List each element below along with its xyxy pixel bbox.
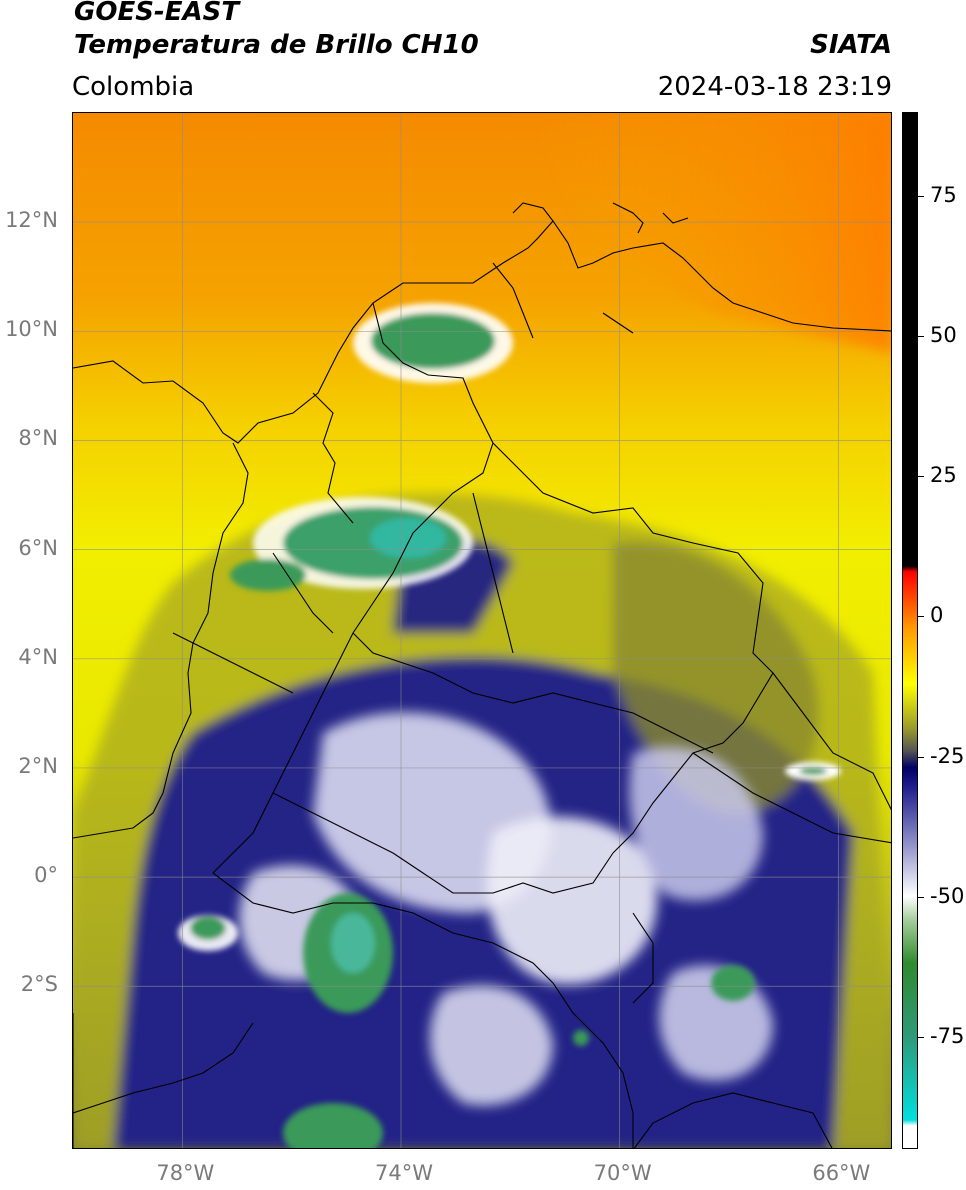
lat-tick-label: 2°N: [18, 753, 58, 778]
lat-tick-label: 8°N: [18, 426, 58, 451]
colorbar-tick-mark: [918, 896, 924, 898]
colorbar-tick-label: -75: [930, 1023, 965, 1048]
lat-tick-label: 12°N: [5, 208, 58, 233]
colorbar-tick-label: 50: [930, 323, 957, 348]
colorbar-tick-mark: [918, 616, 924, 618]
colorbar-tick-mark: [918, 196, 924, 198]
lon-tick-label: 74°W: [375, 1161, 433, 1185]
region-label: Colombia: [72, 72, 195, 102]
lat-tick-label: 0°: [34, 863, 58, 888]
colorbar-tick-mark: [918, 756, 924, 758]
satellite-title: GOES-EAST: [74, 0, 240, 27]
lat-tick-label: 6°N: [18, 535, 58, 560]
lon-tick-label: 66°W: [812, 1161, 871, 1185]
lon-tick-label: 70°W: [593, 1161, 652, 1185]
colorbar-tick-mark: [918, 336, 924, 338]
org-label: SIATA: [810, 30, 892, 60]
satellite-map[interactable]: [72, 112, 892, 1149]
lat-lon-grid: [73, 113, 891, 1148]
lat-tick-label: 2°S: [20, 972, 58, 997]
colorbar: [902, 112, 918, 1149]
colorbar-tick-mark: [918, 1036, 924, 1038]
colorbar-tick-label: -25: [930, 743, 965, 768]
lat-tick-label: 10°N: [5, 317, 58, 342]
colorbar-tick-mark: [918, 476, 924, 478]
colorbar-tick-label: 0: [930, 603, 944, 628]
colorbar-tick-label: 75: [930, 183, 957, 208]
product-title: Temperatura de Brillo CH10: [74, 30, 479, 60]
lat-tick-label: 4°N: [18, 644, 58, 669]
timestamp-label: 2024-03-18 23:19: [657, 72, 892, 102]
boundaries: [73, 202, 891, 1148]
lon-tick-label: 78°W: [156, 1161, 215, 1185]
colorbar-tick-label: 25: [930, 463, 957, 488]
map-canvas: [73, 113, 891, 1148]
colorbar-tick-label: -50: [930, 883, 965, 908]
